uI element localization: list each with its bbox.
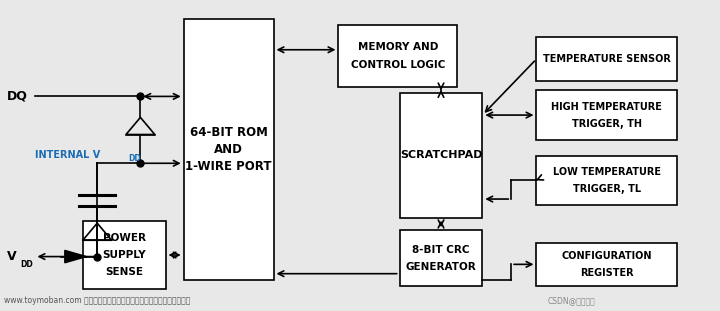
Bar [338,25,457,87]
Text: GENERATOR: GENERATOR [405,262,477,272]
Text: SENSE: SENSE [105,267,143,277]
Point [91,254,103,259]
Text: TRIGGER, TH: TRIGGER, TH [572,118,642,129]
Text: www.toymoban.com 网络图片仅供展示，非存储，如有侵权请联系删除。: www.toymoban.com 网络图片仅供展示，非存储，如有侵权请联系删除。 [4,296,190,305]
Polygon shape [65,250,86,263]
Point [135,161,146,166]
Text: CONFIGURATION: CONFIGURATION [562,251,652,261]
Text: AND: AND [214,143,243,156]
Text: DD: DD [128,154,141,163]
Bar [400,93,482,218]
Text: TRIGGER, TL: TRIGGER, TL [572,184,641,194]
Bar [536,156,677,205]
Text: TEMPERATURE SENSOR: TEMPERATURE SENSOR [543,54,670,64]
Text: CSDN@正点原子: CSDN@正点原子 [547,296,595,305]
Bar [400,230,482,286]
Text: 1-WIRE PORT: 1-WIRE PORT [185,160,272,173]
Text: REGISTER: REGISTER [580,268,634,278]
Text: HIGH TEMPERATURE: HIGH TEMPERATURE [552,101,662,112]
Text: MEMORY AND: MEMORY AND [358,42,438,53]
Bar [83,221,166,289]
Text: 8-BIT CRC: 8-BIT CRC [413,244,469,255]
Bar [184,19,274,280]
Text: V: V [7,250,17,263]
Text: LOW TEMPERATURE: LOW TEMPERATURE [553,167,661,177]
Text: CONTROL LOGIC: CONTROL LOGIC [351,59,445,70]
Text: DD: DD [20,260,33,269]
Bar [536,37,677,81]
Text: 64-BIT ROM: 64-BIT ROM [189,126,268,139]
Bar [536,90,677,140]
Text: SUPPLY: SUPPLY [102,250,146,260]
Point [135,94,146,99]
Text: POWER: POWER [103,233,145,243]
Text: INTERNAL V: INTERNAL V [35,151,100,160]
Bar [536,243,677,286]
Text: SCRATCHPAD: SCRATCHPAD [400,151,482,160]
Text: DQ: DQ [7,90,28,103]
